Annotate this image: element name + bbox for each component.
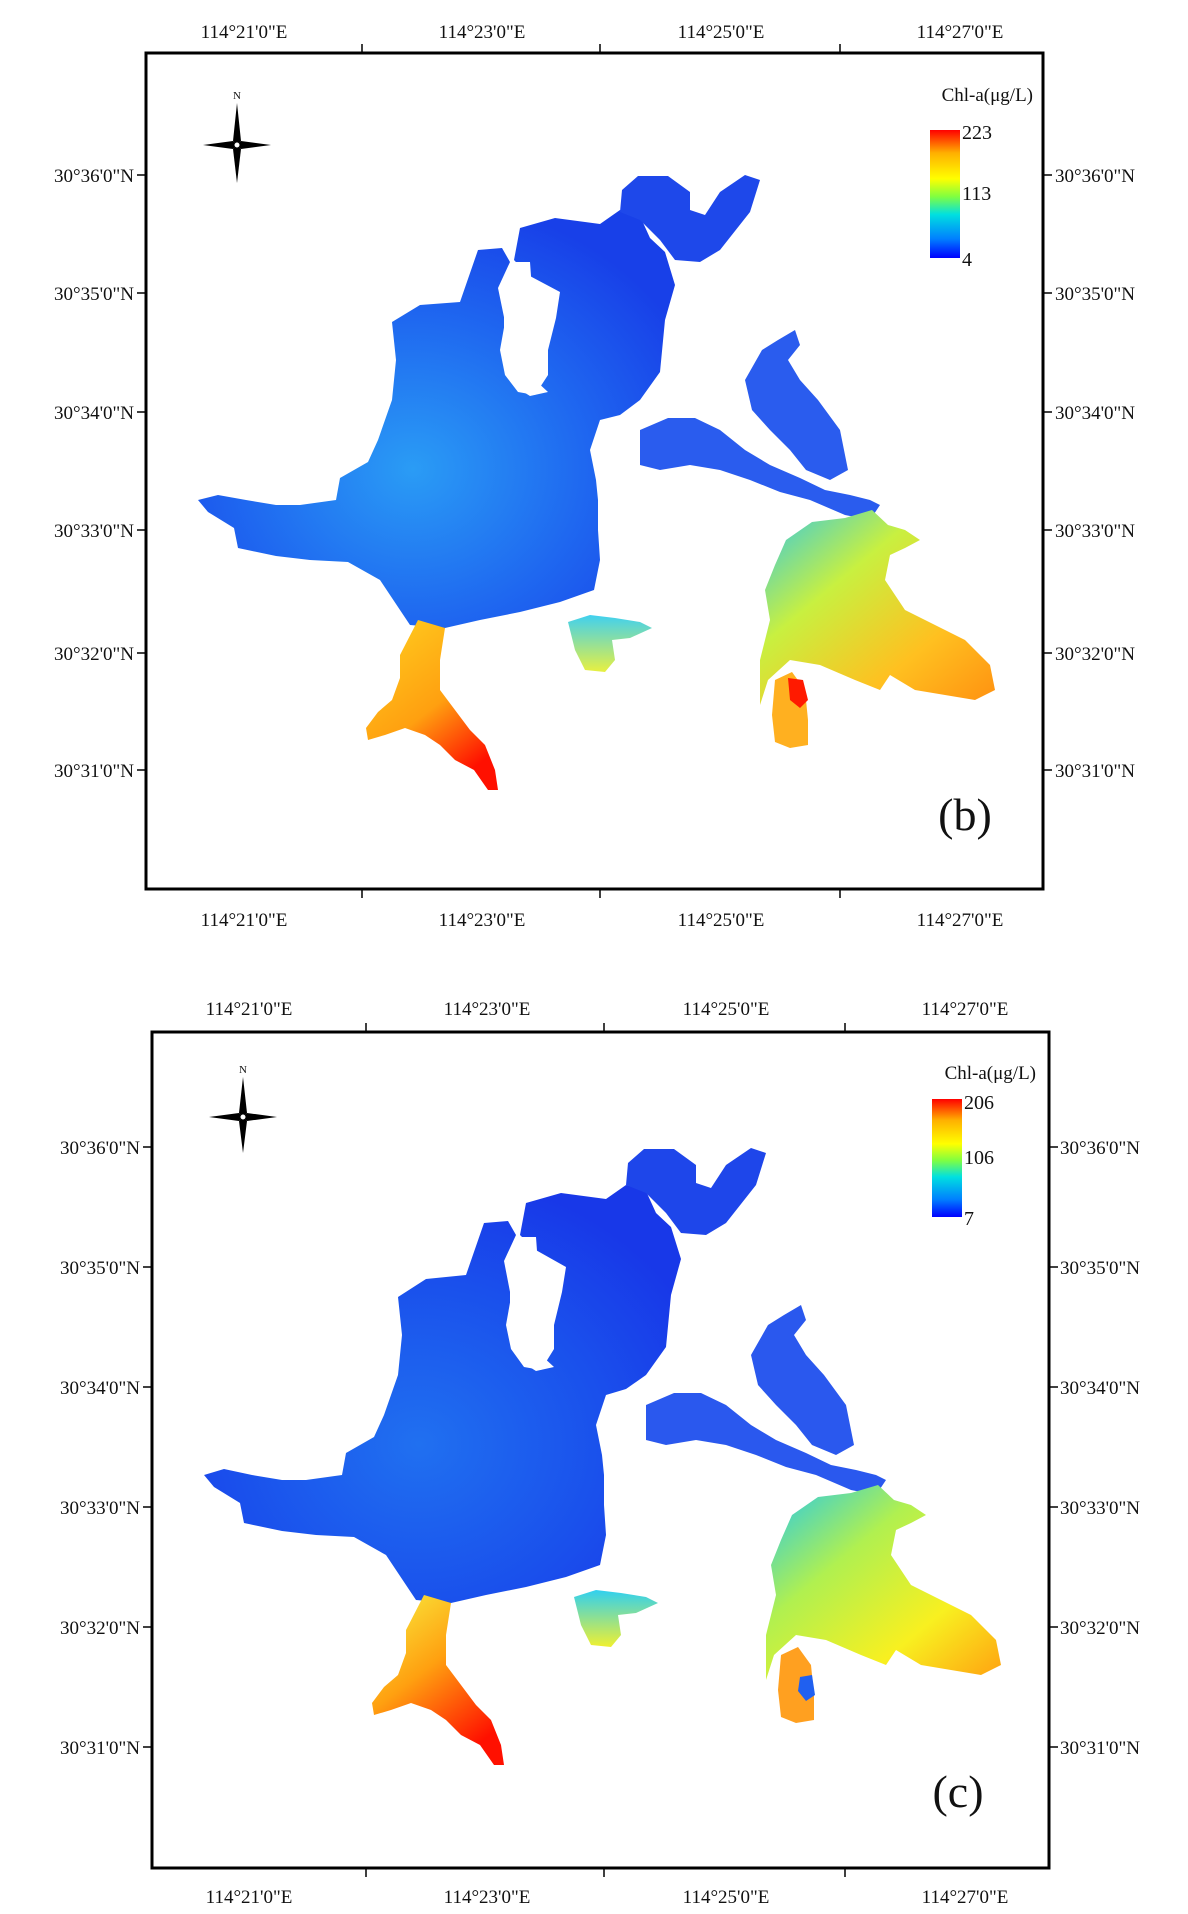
lon-label-bottom: 114°25'0"E xyxy=(678,910,765,931)
lon-label-bottom: 114°23'0"E xyxy=(439,910,526,931)
legend-max-label: 206 xyxy=(964,1092,994,1114)
lake-hotspot-east xyxy=(788,678,808,708)
legend-min-label: 4 xyxy=(962,249,972,271)
lat-label-left: 30°33'0"N xyxy=(54,521,134,542)
lat-label-right: 30°35'0"N xyxy=(1055,284,1135,305)
lon-label-top: 114°27'0"E xyxy=(917,22,1004,43)
lake-island xyxy=(510,1237,554,1371)
legend-max-label: 223 xyxy=(962,122,992,144)
lon-label-bottom: 114°21'0"E xyxy=(201,910,288,931)
lat-label-left: 30°35'0"N xyxy=(60,1258,140,1279)
legend-title: Chl-a(μg/L) xyxy=(942,85,1033,106)
lat-label-right: 30°36'0"N xyxy=(1060,1138,1140,1159)
lat-label-left: 30°36'0"N xyxy=(54,166,134,187)
axis-ticks-c xyxy=(143,1023,1058,1877)
lat-label-left: 30°36'0"N xyxy=(60,1138,140,1159)
legend-colorbar xyxy=(930,130,960,258)
lat-label-right: 30°33'0"N xyxy=(1060,1498,1140,1519)
lake-southeast-inlet xyxy=(778,1647,814,1723)
legend-title: Chl-a(μg/L) xyxy=(945,1063,1036,1084)
axis-ticks-b xyxy=(137,44,1052,898)
lake-east-channel xyxy=(640,418,880,520)
lake-small-south-pond xyxy=(568,615,652,672)
lat-label-left: 30°31'0"N xyxy=(54,761,134,782)
lake-southwest-arm xyxy=(366,620,498,790)
legend-colorbar xyxy=(932,1099,962,1217)
lat-label-left: 30°32'0"N xyxy=(60,1618,140,1639)
lat-label-right: 30°31'0"N xyxy=(1055,761,1135,782)
map-svg-c: 114°21'0"E 114°23'0"E 114°25'0"E 114°27'… xyxy=(60,999,1140,1908)
lat-label-right: 30°36'0"N xyxy=(1055,166,1135,187)
lon-label-bottom: 114°27'0"E xyxy=(922,1887,1009,1908)
lake-bluespot-east xyxy=(798,1675,815,1701)
lon-label-top: 114°21'0"E xyxy=(206,999,293,1020)
lat-label-right: 30°31'0"N xyxy=(1060,1738,1140,1759)
lat-label-right: 30°32'0"N xyxy=(1060,1618,1140,1639)
lat-label-right: 30°33'0"N xyxy=(1055,521,1135,542)
lon-label-bottom: 114°21'0"E xyxy=(206,1887,293,1908)
north-label: N xyxy=(239,1064,247,1076)
north-arrow-icon: N xyxy=(203,90,271,183)
lat-label-left: 30°32'0"N xyxy=(54,644,134,665)
lat-label-left: 30°35'0"N xyxy=(54,284,134,305)
lake-northeast-basin xyxy=(626,1148,766,1235)
map-svg-b: 114°21'0"E 114°23'0"E 114°25'0"E 114°27'… xyxy=(54,22,1135,931)
lake-northeast-basin xyxy=(620,175,760,262)
lon-label-bottom: 114°25'0"E xyxy=(683,1887,770,1908)
lon-label-top: 114°23'0"E xyxy=(444,999,531,1020)
north-arrow-icon: N xyxy=(209,1064,277,1153)
lon-label-top: 114°21'0"E xyxy=(201,22,288,43)
lake-island xyxy=(504,262,548,396)
lat-label-left: 30°34'0"N xyxy=(54,403,134,424)
legend-mid-label: 106 xyxy=(964,1147,994,1169)
lon-label-bottom: 114°27'0"E xyxy=(917,910,1004,931)
lat-label-right: 30°34'0"N xyxy=(1060,1378,1140,1399)
lake-east-lobe xyxy=(766,1485,1001,1680)
lake-east-lobe xyxy=(760,510,995,705)
map-panel-b: 114°21'0"E 114°23'0"E 114°25'0"E 114°27'… xyxy=(54,22,1135,931)
panel-label: (b) xyxy=(938,789,992,840)
legend-mid-label: 113 xyxy=(962,183,991,205)
north-label: N xyxy=(233,90,241,102)
lake-small-south-pond xyxy=(574,1590,658,1647)
map-frame-c xyxy=(150,1030,1051,1870)
lat-label-right: 30°35'0"N xyxy=(1060,1258,1140,1279)
panel-label: (c) xyxy=(932,1766,983,1817)
lat-label-left: 30°31'0"N xyxy=(60,1738,140,1759)
lon-label-top: 114°25'0"E xyxy=(683,999,770,1020)
lat-label-right: 30°34'0"N xyxy=(1055,403,1135,424)
lake-east-channel xyxy=(646,1393,886,1495)
legend-min-label: 7 xyxy=(964,1208,974,1230)
lon-label-top: 114°25'0"E xyxy=(678,22,765,43)
lat-label-right: 30°32'0"N xyxy=(1055,644,1135,665)
lake-east-arm xyxy=(751,1305,854,1455)
lon-label-top: 114°27'0"E xyxy=(922,999,1009,1020)
lake-main-body xyxy=(204,1185,681,1603)
lake-main-body xyxy=(198,210,675,628)
lat-label-left: 30°34'0"N xyxy=(60,1378,140,1399)
map-panel-c: 114°21'0"E 114°23'0"E 114°25'0"E 114°27'… xyxy=(0,957,1188,1914)
lake-east-arm xyxy=(745,330,848,480)
lake-southwest-arm xyxy=(372,1595,504,1765)
lat-label-left: 30°33'0"N xyxy=(60,1498,140,1519)
map-frame-b xyxy=(144,51,1045,891)
lon-label-bottom: 114°23'0"E xyxy=(444,1887,531,1908)
lon-label-top: 114°23'0"E xyxy=(439,22,526,43)
